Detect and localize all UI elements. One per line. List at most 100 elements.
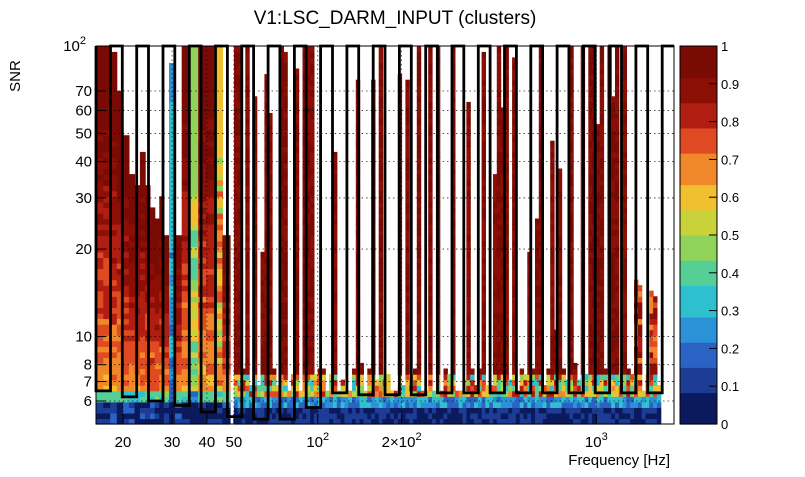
heatmap-cell bbox=[504, 207, 509, 214]
heatmap-cell bbox=[405, 368, 410, 375]
heatmap-cell bbox=[588, 229, 593, 236]
heatmap-cell bbox=[294, 207, 300, 214]
heatmap-cell bbox=[653, 418, 658, 425]
heatmap-cell bbox=[481, 401, 486, 408]
colorbar-segment bbox=[680, 272, 717, 280]
heatmap-cell bbox=[599, 179, 605, 186]
colorbar-segment bbox=[680, 398, 717, 406]
heatmap-cell bbox=[214, 374, 223, 381]
heatmap-cell bbox=[496, 346, 502, 353]
heatmap-cell bbox=[599, 296, 605, 303]
heatmap-cell bbox=[496, 285, 502, 292]
heatmap-cell bbox=[416, 362, 422, 370]
heatmap-cell bbox=[237, 362, 243, 370]
heatmap-cell bbox=[538, 224, 544, 231]
heatmap-cell bbox=[310, 168, 315, 175]
heatmap-cell bbox=[279, 85, 284, 92]
heatmap-cell bbox=[252, 290, 258, 297]
heatmap-cell bbox=[139, 301, 146, 308]
heatmap-cell bbox=[214, 129, 223, 136]
heatmap-cell bbox=[645, 418, 650, 425]
heatmap-cell bbox=[287, 401, 292, 408]
heatmap-cell bbox=[237, 368, 243, 375]
heatmap-cell bbox=[485, 396, 490, 403]
heatmap-cell bbox=[428, 290, 433, 297]
heatmap-cell bbox=[189, 179, 199, 186]
heatmap-cell bbox=[599, 285, 605, 292]
heatmap-cell bbox=[622, 285, 627, 292]
heatmap-cell bbox=[615, 46, 620, 53]
heatmap-cell bbox=[496, 335, 502, 342]
heatmap-cell bbox=[538, 190, 544, 197]
heatmap-cell bbox=[310, 163, 315, 170]
heatmap-cell bbox=[268, 251, 273, 258]
heatmap-cell bbox=[504, 185, 509, 192]
heatmap-cell bbox=[557, 185, 563, 192]
colorbar-segment bbox=[680, 203, 717, 211]
heatmap-cell bbox=[96, 362, 104, 370]
heatmap-cell bbox=[103, 218, 111, 225]
heatmap-cell bbox=[233, 312, 239, 320]
heatmap-cell bbox=[637, 368, 643, 375]
heatmap-cell bbox=[116, 207, 124, 214]
heatmap-cell bbox=[298, 401, 304, 408]
heatmap-cell bbox=[493, 218, 498, 225]
heatmap-cell bbox=[416, 140, 422, 147]
heatmap-cell bbox=[103, 90, 111, 97]
heatmap-cell bbox=[538, 129, 544, 136]
heatmap-cell bbox=[447, 412, 452, 420]
heatmap-cell bbox=[393, 412, 399, 420]
heatmap-cell bbox=[272, 412, 277, 420]
heatmap-cell bbox=[626, 401, 631, 408]
heatmap-cell bbox=[268, 324, 273, 331]
heatmap-cell bbox=[569, 407, 574, 414]
heatmap-cell bbox=[103, 113, 111, 120]
heatmap-cell bbox=[283, 96, 288, 103]
heatmap-cell bbox=[233, 207, 239, 214]
heatmap-cell bbox=[512, 385, 517, 392]
heatmap-cell bbox=[128, 401, 136, 408]
heatmap-cell bbox=[96, 51, 104, 59]
heatmap-cell bbox=[504, 96, 509, 103]
heatmap-cell bbox=[405, 357, 410, 364]
heatmap-cell bbox=[139, 174, 146, 181]
heatmap-cell bbox=[420, 407, 425, 414]
heatmap-cell bbox=[103, 374, 111, 381]
heatmap-cell bbox=[588, 407, 593, 414]
y-tick-label: 60 bbox=[75, 102, 92, 119]
heatmap-cell bbox=[432, 407, 437, 414]
heatmap-cell bbox=[622, 151, 627, 159]
heatmap-cell bbox=[264, 96, 269, 103]
heatmap-cell bbox=[279, 218, 284, 225]
heatmap-cell bbox=[233, 51, 239, 59]
heatmap-cell bbox=[649, 385, 654, 392]
heatmap-cell bbox=[264, 113, 269, 120]
heatmap-cell bbox=[470, 379, 475, 386]
heatmap-cell bbox=[181, 101, 191, 109]
heatmap-cell bbox=[653, 401, 658, 408]
heatmap-cell bbox=[154, 262, 160, 270]
heatmap-cell bbox=[189, 224, 199, 231]
heatmap-cell bbox=[302, 357, 307, 364]
heatmap-cell bbox=[189, 79, 199, 86]
heatmap-cell bbox=[163, 262, 170, 270]
heatmap-cell bbox=[378, 101, 384, 109]
heatmap-cell bbox=[550, 329, 555, 336]
heatmap-cell bbox=[279, 124, 284, 131]
heatmap-cell bbox=[512, 140, 517, 147]
heatmap-cell bbox=[313, 374, 319, 381]
heatmap-cell bbox=[493, 374, 498, 381]
heatmap-cell bbox=[249, 385, 254, 392]
heatmap-cell bbox=[302, 157, 307, 164]
heatmap-cell bbox=[110, 257, 118, 264]
heatmap-cell bbox=[237, 196, 243, 203]
heatmap-cell bbox=[302, 351, 307, 358]
heatmap-cell bbox=[233, 218, 239, 225]
heatmap-cell bbox=[252, 368, 258, 375]
heatmap-cell bbox=[416, 407, 422, 414]
heatmap-cell bbox=[535, 218, 540, 225]
heatmap-cell bbox=[485, 407, 490, 414]
heatmap-cell bbox=[500, 346, 506, 353]
heatmap-cell bbox=[233, 418, 239, 425]
heatmap-cell bbox=[546, 374, 551, 381]
